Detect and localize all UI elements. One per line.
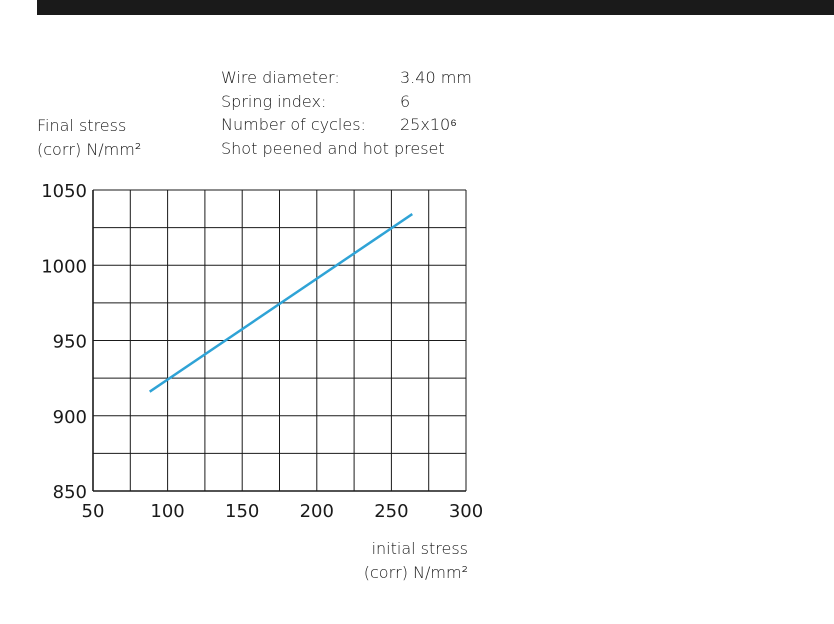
x-tick-label: 150 — [225, 501, 259, 522]
y-tick-label: 1000 — [41, 256, 87, 277]
tick-labels: 50 100 150 200 250 300 850 900 950 1000 1050 — [41, 181, 483, 522]
info-label: Wire diameter: — [221, 68, 340, 87]
y-tick-label: 950 — [53, 332, 87, 353]
x-axis-title-line-1: initial stress — [371, 539, 468, 558]
x-tick-label: 50 — [82, 501, 105, 522]
info-value: 3.40 mm — [400, 68, 472, 87]
x-tick-label: 250 — [374, 501, 408, 522]
x-tick-label: 300 — [449, 501, 483, 522]
x-axis-title: initial stress (corr) N/mm² — [364, 537, 468, 585]
top-bar — [37, 0, 834, 15]
x-axis-title-line-2: (corr) N/mm² — [363, 563, 468, 582]
x-tick-label: 200 — [300, 501, 334, 522]
info-label: Spring index: — [221, 91, 327, 111]
info-value: 6 — [400, 91, 411, 111]
series-layer — [148, 213, 413, 393]
y-tick-label: 1050 — [41, 181, 87, 202]
info-value: 25x10⁶ — [400, 115, 457, 134]
y-axis-title-line-1: Final stress — [37, 116, 127, 135]
series-line — [148, 213, 413, 393]
grid — [92, 189, 467, 492]
x-tick-label: 100 — [150, 501, 184, 522]
y-tick-label: 900 — [53, 407, 87, 428]
info-label: Number of cycles: — [221, 115, 366, 134]
y-axis-title-line-2: (corr) N/mm² — [37, 139, 142, 159]
y-axis-title: Final stress (corr) N/mm² — [37, 114, 141, 161]
y-tick-label: 850 — [53, 482, 87, 503]
treatment-note: Shot peened and hot preset — [221, 138, 445, 158]
